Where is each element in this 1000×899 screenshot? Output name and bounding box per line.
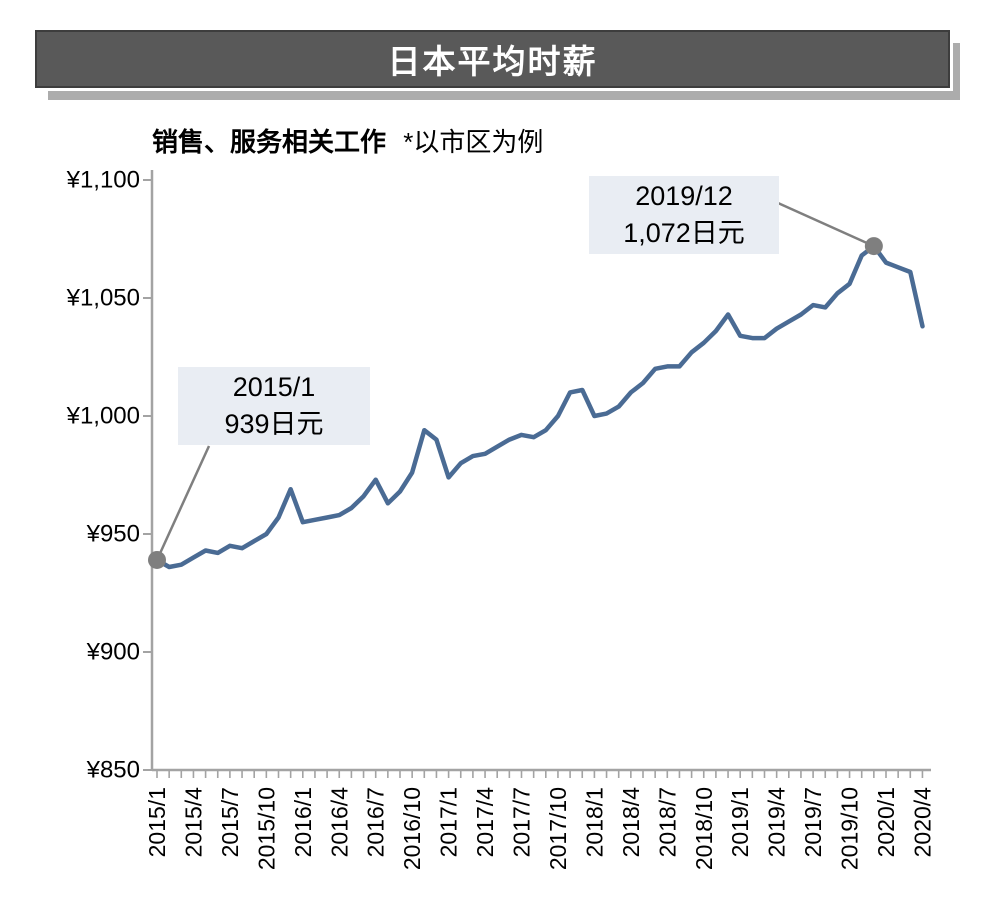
- x-tick-label: 2020/1: [873, 787, 899, 857]
- x-tick-label: 2015/1: [144, 787, 170, 857]
- x-tick-label: 2016/4: [326, 787, 352, 858]
- callout-line: [155, 445, 211, 561]
- x-tick-label: 2019/1: [727, 787, 753, 857]
- wage-line: [154, 243, 925, 570]
- x-tick-label: 2019/4: [764, 787, 790, 858]
- x-tick-label: 2018/10: [691, 787, 717, 870]
- chart-subtitle: 销售、服务相关工作 *以市区为例: [152, 122, 543, 159]
- x-tick-label: 2015/10: [253, 787, 279, 870]
- y-tick-label: ¥900: [86, 639, 140, 666]
- x-tick-label: 2019/10: [837, 787, 863, 870]
- subtitle-note: *以市区为例: [403, 127, 544, 157]
- annotation-peak-point: 2019/12 1,072日元: [589, 176, 779, 254]
- annotation-date: 2015/1: [232, 372, 316, 402]
- subtitle-label: 销售、服务相关工作: [152, 127, 387, 157]
- y-tick-label: ¥1,050: [66, 285, 140, 312]
- x-tick-label: 2018/4: [618, 787, 644, 858]
- x-tick-label: 2017/10: [545, 787, 571, 870]
- annotation-date: 2019/12: [635, 181, 733, 211]
- x-tick-label: 2016/10: [399, 787, 425, 870]
- y-tick-label: ¥1,000: [66, 403, 140, 430]
- y-tick-label: ¥850: [86, 757, 140, 784]
- x-tick-label: 2015/4: [180, 787, 206, 858]
- callout-line: [777, 201, 875, 248]
- y-tick-label: ¥950: [86, 521, 140, 548]
- x-tick-label: 2015/7: [217, 787, 243, 857]
- annotation-value: 939日元: [224, 409, 324, 439]
- x-tick-label: 2020/4: [909, 787, 935, 858]
- x-tick-label: 2016/7: [363, 787, 389, 857]
- data-point-marker: [148, 550, 166, 569]
- x-tick-label: 2019/7: [800, 787, 826, 857]
- annotation-value: 1,072日元: [623, 218, 745, 248]
- x-tick-label: 2017/7: [509, 787, 535, 857]
- y-tick-label: ¥1,100: [66, 167, 140, 194]
- x-tick-label: 2016/1: [290, 787, 316, 857]
- title-bar: 日本平均时薪: [32, 27, 953, 91]
- x-tick-label: 2018/1: [581, 787, 607, 857]
- data-point-marker: [864, 237, 883, 256]
- x-tick-label: 2017/4: [472, 787, 498, 858]
- x-tick-label: 2018/7: [654, 787, 680, 857]
- page-title: 日本平均时薪: [387, 43, 598, 80]
- x-tick-label: 2017/1: [436, 787, 462, 857]
- annotation-start-point: 2015/1 939日元: [178, 367, 370, 445]
